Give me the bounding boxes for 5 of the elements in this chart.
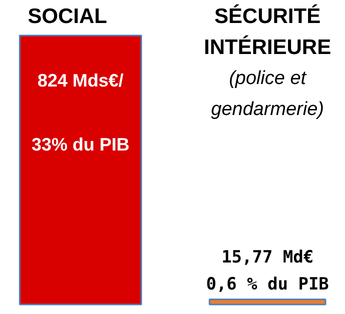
x-tick-label: SÉCURITÉ INTÉRIEURE — [204, 4, 332, 59]
text: 824 Mds€/ 33% du PIB — [31, 70, 130, 154]
data-label: 15,77 Md€ 0,6 % du PIB — [206, 247, 329, 294]
annotation: (police et gendarmerie) — [211, 68, 324, 120]
x-tick-label: SOCIAL — [28, 5, 108, 28]
